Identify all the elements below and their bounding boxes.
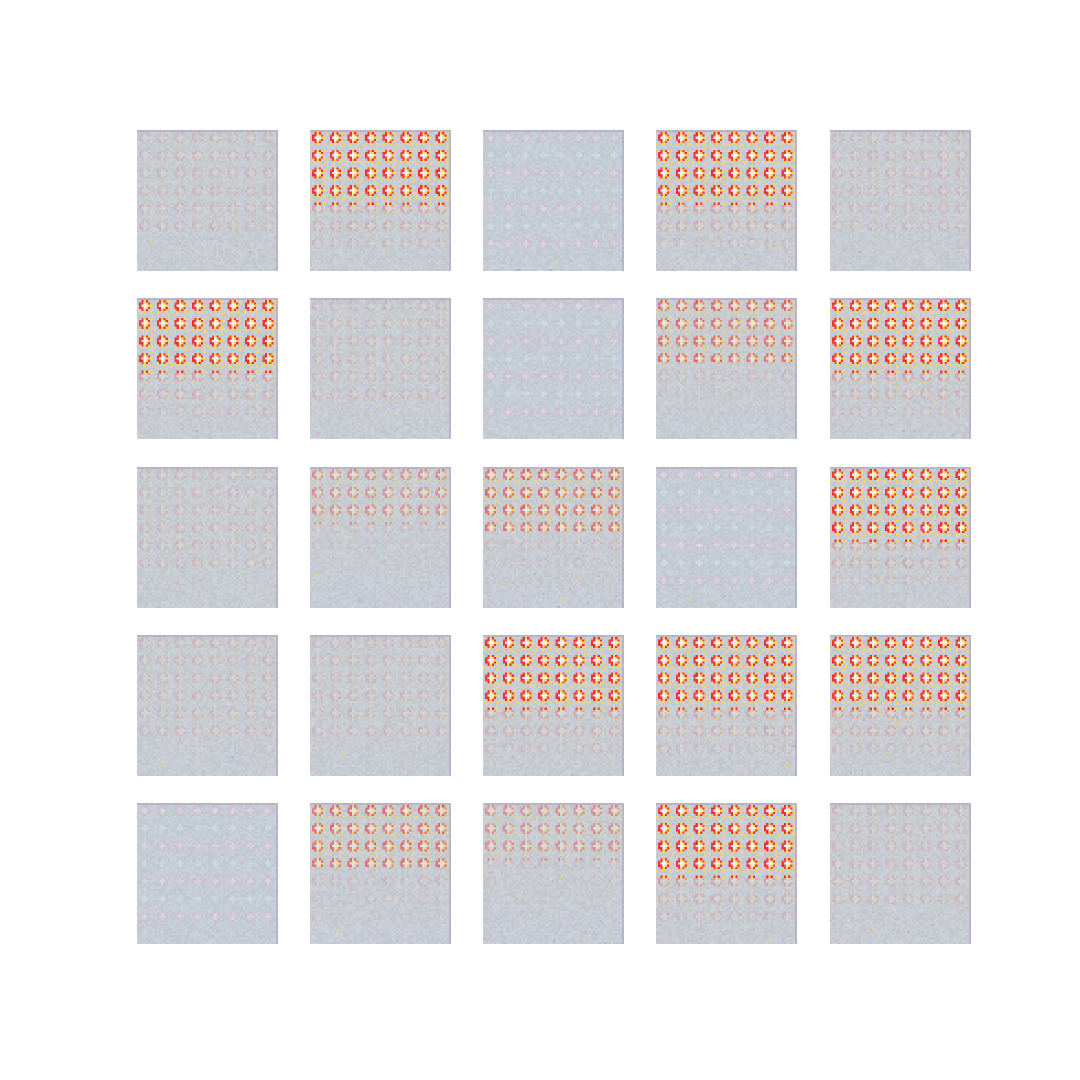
sample-image [830, 130, 971, 271]
sample-image [137, 130, 278, 271]
sample-image [310, 635, 451, 776]
sample-tile [656, 635, 797, 776]
sample-image [656, 635, 797, 776]
sample-tile [483, 635, 624, 776]
sample-image [830, 298, 971, 439]
sample-tile [310, 298, 451, 439]
sample-tile [137, 130, 278, 271]
sample-image [830, 635, 971, 776]
sample-image [483, 467, 624, 608]
sample-tile [310, 803, 451, 944]
sample-image [830, 803, 971, 944]
sample-image [137, 298, 278, 439]
sample-tile [137, 467, 278, 608]
sample-image [656, 467, 797, 608]
sample-image [483, 130, 624, 271]
sample-tile [483, 130, 624, 271]
sample-tile [310, 467, 451, 608]
sample-tile [483, 298, 624, 439]
sample-tile [137, 635, 278, 776]
sample-tile [830, 467, 971, 608]
sample-image [483, 298, 624, 439]
sample-tile [137, 298, 278, 439]
sample-image [656, 298, 797, 439]
sample-image [310, 803, 451, 944]
sample-image [830, 467, 971, 608]
sample-tile [830, 635, 971, 776]
sample-image [137, 467, 278, 608]
sample-image [656, 130, 797, 271]
sample-tile [310, 130, 451, 271]
sample-image [137, 803, 278, 944]
sample-tile [830, 803, 971, 944]
sample-tile [483, 467, 624, 608]
sample-tile [830, 130, 971, 271]
sample-image [483, 635, 624, 776]
sample-tile [830, 298, 971, 439]
sample-tile [310, 635, 451, 776]
sample-image [483, 803, 624, 944]
sample-tile [656, 130, 797, 271]
sample-image [310, 467, 451, 608]
sample-tile [656, 803, 797, 944]
sample-image [310, 130, 451, 271]
sample-tile [483, 803, 624, 944]
sample-image [137, 635, 278, 776]
sample-tile [656, 467, 797, 608]
sample-tile [656, 298, 797, 439]
sample-image [310, 298, 451, 439]
sample-image [656, 803, 797, 944]
sample-tile [137, 803, 278, 944]
